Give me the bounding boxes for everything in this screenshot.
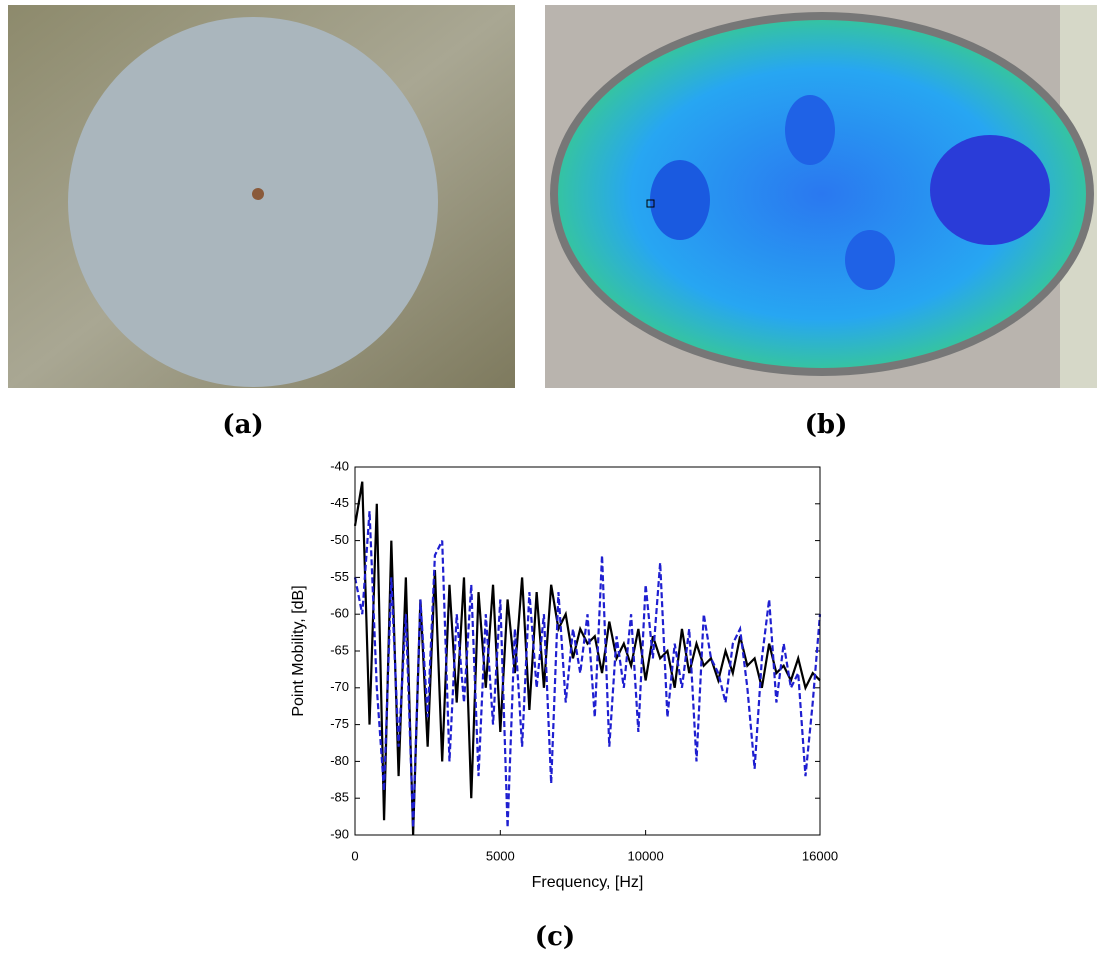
chart: -40 -45 -50 -55 -60 -65 -70 -75 -80 -85 -900 5000 10… xyxy=(290,458,838,891)
y-tick-label: -75 xyxy=(330,716,349,731)
y-tick-label: -45 xyxy=(330,495,349,510)
data-line xyxy=(353,511,822,828)
x-axis-label: Frequency, [Hz] xyxy=(532,874,644,891)
plot-frame xyxy=(354,466,821,836)
y-axis-label: Point Mobility, [dB] xyxy=(290,585,307,716)
caption: (c) xyxy=(535,922,575,952)
x-tick-label: 5000 xyxy=(486,848,515,863)
y-tick-label: -50 xyxy=(330,532,349,547)
y-tick-label: -40 xyxy=(330,458,349,473)
caption: (a) xyxy=(222,410,263,440)
x-tick-label: 0 xyxy=(351,848,358,863)
y-tick-label: -80 xyxy=(330,753,349,768)
y-tick-label: -90 xyxy=(330,826,349,841)
y-tick-label: -55 xyxy=(330,569,349,584)
y-tick-label: -60 xyxy=(330,606,349,621)
data-line xyxy=(353,481,821,836)
photo-a xyxy=(8,5,515,388)
y-tick-label: -85 xyxy=(330,790,349,805)
caption: (b) xyxy=(805,410,848,440)
x-tick-label: 10000 xyxy=(628,848,664,863)
photo-b xyxy=(545,5,1097,388)
x-tick-label: 16000 xyxy=(802,848,838,863)
y-tick-label: -70 xyxy=(330,679,349,694)
y-tick-label: -65 xyxy=(330,642,349,657)
